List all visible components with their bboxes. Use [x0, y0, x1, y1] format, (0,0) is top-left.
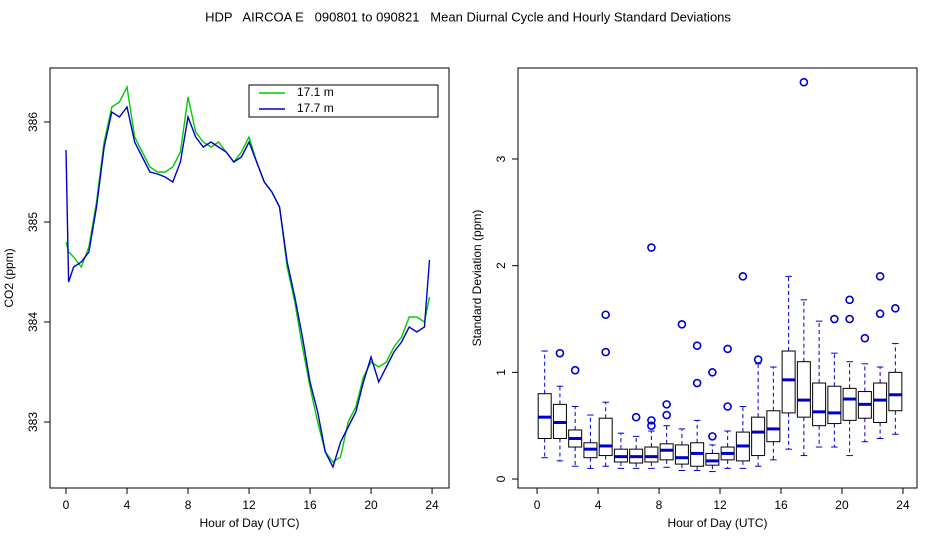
outlier	[723, 402, 732, 411]
box	[827, 385, 842, 425]
legend-label: 17.1 m	[297, 85, 334, 99]
box	[796, 361, 811, 418]
figure-title: HDP AIRCOA E 090801 to 090821 Mean Diurn…	[205, 9, 731, 24]
outlier	[647, 416, 656, 425]
outlier	[708, 432, 717, 441]
x-tick-label: 4	[124, 498, 131, 512]
outlier	[692, 341, 702, 350]
box	[812, 382, 827, 427]
box	[598, 417, 613, 457]
box	[766, 410, 781, 443]
box	[781, 350, 796, 414]
outlier	[692, 378, 702, 388]
box	[659, 443, 674, 461]
x-tick-label: 4	[595, 498, 602, 512]
y-tick-label: 383	[26, 412, 40, 432]
x-axis-title: Hour of Day (UTC)	[667, 516, 767, 530]
outlier	[555, 348, 565, 358]
legend-box	[248, 84, 439, 118]
outlier	[647, 243, 656, 252]
box	[873, 382, 888, 423]
x-tick-label: 20	[835, 498, 849, 512]
outlier	[662, 410, 671, 420]
x-tick-label: 12	[713, 498, 727, 512]
x-tick-label: 8	[656, 498, 663, 512]
outlier	[830, 314, 839, 324]
y-tick-label: 385	[26, 212, 40, 232]
box	[674, 444, 689, 465]
x-tick-label: 0	[63, 498, 70, 512]
x-tick-label: 16	[303, 498, 317, 512]
x-tick-label: 8	[185, 498, 192, 512]
outlier	[601, 310, 610, 320]
y-tick-label: 1	[494, 369, 508, 376]
outlier	[601, 347, 610, 357]
box	[888, 371, 903, 412]
outlier	[631, 412, 641, 422]
y-tick-label: 386	[26, 112, 40, 132]
y-tick-label: 0	[494, 475, 508, 482]
outlier	[875, 309, 885, 318]
outlier	[845, 295, 854, 305]
y-axis-title: CO2 (ppm)	[2, 248, 16, 307]
x-tick-label: 12	[242, 498, 256, 512]
outlier	[860, 333, 870, 343]
outlier	[662, 400, 671, 409]
outlier	[647, 421, 656, 430]
box	[842, 387, 857, 421]
series-line	[65, 84, 431, 463]
outlier	[738, 272, 748, 281]
series-line	[65, 105, 431, 469]
outlier	[677, 320, 687, 329]
x-tick-label: 20	[364, 498, 378, 512]
outlier	[753, 355, 763, 364]
y-axis-title: Standard Deviation (ppm)	[470, 210, 484, 347]
outlier	[799, 77, 809, 87]
y-tick-label: 384	[26, 312, 40, 332]
x-axis-title: Hour of Day (UTC)	[199, 516, 299, 530]
outlier	[845, 314, 854, 324]
outlier	[570, 365, 580, 375]
outlier	[875, 272, 885, 281]
box	[644, 446, 659, 463]
x-tick-label: 0	[534, 498, 541, 512]
y-tick-label: 3	[494, 155, 508, 162]
box	[705, 452, 720, 466]
x-tick-label: 24	[896, 498, 910, 512]
x-tick-label: 24	[425, 498, 439, 512]
x-tick-label: 16	[774, 498, 788, 512]
legend-label: 17.7 m	[297, 101, 334, 115]
y-tick-label: 2	[494, 262, 508, 269]
outlier	[723, 344, 732, 354]
outlier	[891, 304, 900, 313]
box	[751, 416, 766, 457]
outlier	[708, 368, 717, 377]
